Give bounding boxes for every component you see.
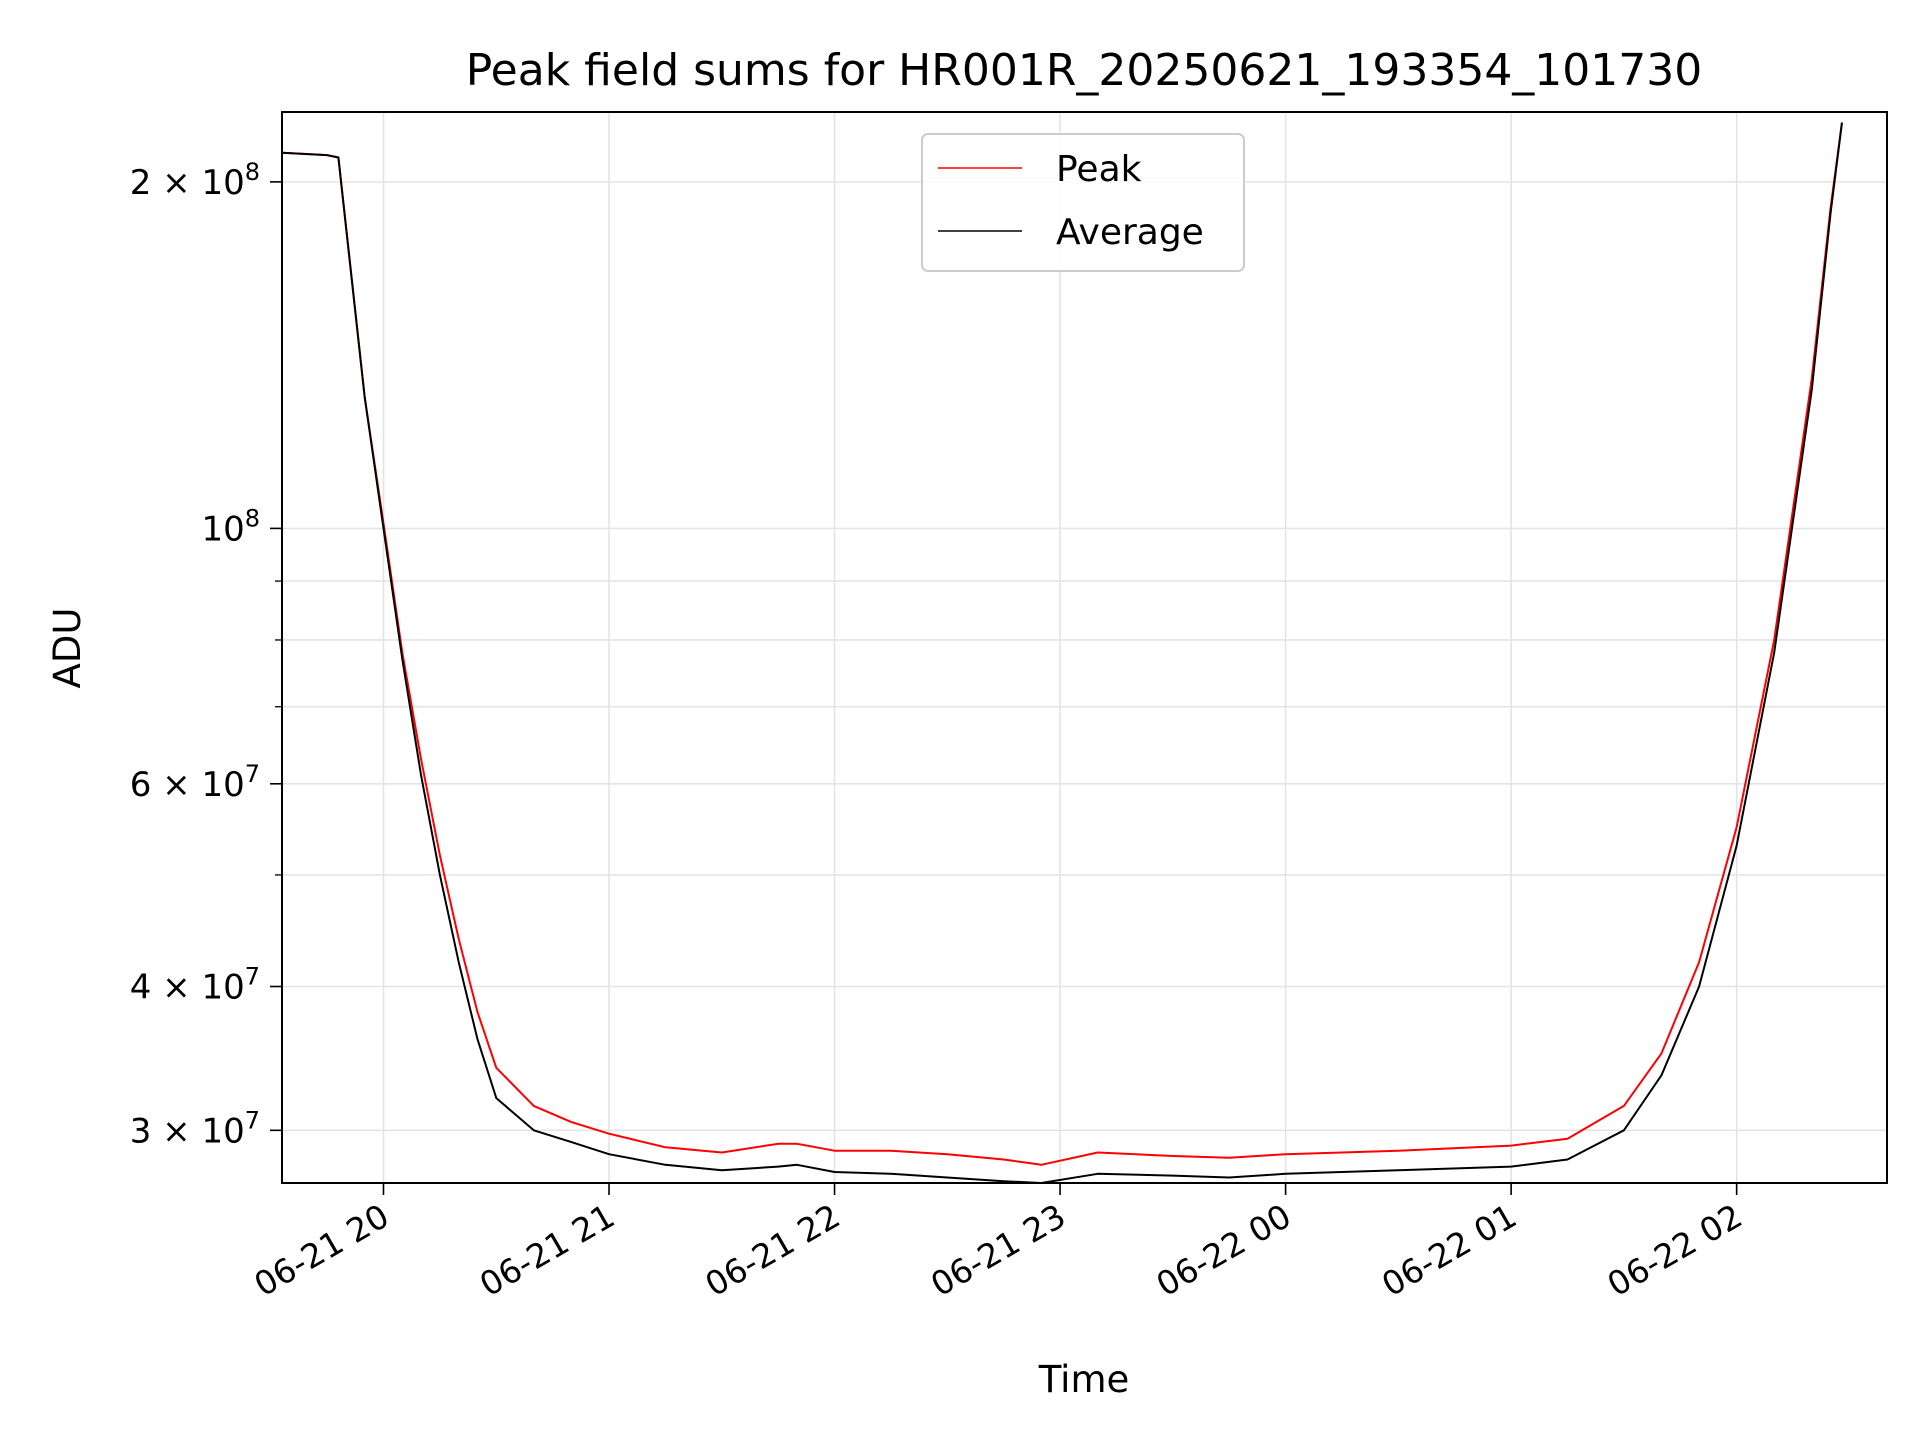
data-point-peak — [946, 1153, 949, 1156]
data-point-average — [1773, 651, 1776, 654]
data-point-peak — [1566, 1137, 1569, 1140]
data-point-peak — [720, 1151, 723, 1154]
data-point-peak — [1228, 1156, 1231, 1159]
data-point-average — [476, 1038, 479, 1040]
y-tick-label: 4 × 107 — [130, 963, 260, 1008]
data-point-peak — [1660, 1052, 1663, 1055]
data-point-peak — [1096, 1151, 1099, 1154]
data-point-peak — [457, 938, 460, 940]
data-point-average — [664, 1164, 667, 1166]
data-point-average — [457, 961, 460, 963]
data-point-peak — [495, 1066, 498, 1069]
data-point-peak — [777, 1143, 779, 1145]
plot-frame — [281, 111, 1888, 1184]
data-point-average — [1397, 1169, 1400, 1172]
data-point-average — [1566, 1158, 1569, 1161]
data-point-peak — [476, 1011, 479, 1013]
data-point-average — [1660, 1074, 1663, 1076]
data-point-average — [1623, 1129, 1625, 1132]
data-point-average — [720, 1169, 723, 1172]
data-point-peak — [1773, 639, 1776, 641]
series-layer — [282, 122, 1843, 1183]
data-point-peak — [608, 1132, 610, 1135]
data-point-average — [1096, 1173, 1099, 1175]
data-point-average — [1002, 1180, 1005, 1182]
y-tick-label: 3 × 107 — [130, 1106, 260, 1151]
data-point-peak — [570, 1121, 573, 1123]
y-tick-label: 6 × 107 — [130, 760, 260, 805]
data-point-average — [946, 1176, 949, 1179]
data-point-average — [1811, 388, 1813, 391]
data-point-peak — [533, 1105, 535, 1107]
y-axis-label: ADU — [46, 608, 89, 689]
x-axis-label: Time — [1038, 1358, 1130, 1401]
data-point-average — [495, 1097, 498, 1099]
data-point-average — [1829, 212, 1832, 214]
data-point-peak — [1735, 826, 1738, 829]
data-point-average — [439, 874, 441, 876]
data-point-peak — [1002, 1158, 1005, 1161]
series-line-peak — [282, 122, 1843, 1166]
data-point-peak — [420, 758, 422, 761]
data-point-average — [363, 396, 366, 399]
grid — [282, 112, 1887, 1183]
data-point-average — [337, 156, 340, 159]
data-point-average — [326, 154, 328, 156]
data-point-peak — [1698, 961, 1700, 963]
legend-label-peak: Peak — [1056, 149, 1142, 190]
data-point-peak — [1040, 1164, 1043, 1166]
data-point-average — [777, 1165, 779, 1168]
data-point-peak — [890, 1149, 892, 1152]
legend-label-average: Average — [1056, 212, 1204, 253]
data-point-peak — [1172, 1155, 1174, 1157]
data-point-average — [1284, 1173, 1287, 1175]
chart-title: Peak field sums for HR001R_20250621_1933… — [466, 45, 1703, 96]
data-point-average — [1735, 845, 1738, 847]
data-point-peak — [1397, 1149, 1400, 1152]
series-line-average — [282, 122, 1843, 1183]
legend: Peak Average — [921, 133, 1245, 272]
data-point-average — [796, 1164, 798, 1166]
data-point-average — [1510, 1165, 1512, 1168]
data-point-average — [382, 527, 385, 530]
data-point-peak — [796, 1143, 798, 1145]
data-point-average — [890, 1173, 892, 1175]
data-point-peak — [1623, 1105, 1625, 1107]
data-point-average — [1172, 1174, 1174, 1177]
data-point-peak — [1510, 1144, 1512, 1147]
data-point-average — [1228, 1176, 1231, 1179]
data-point-average — [420, 774, 422, 777]
data-point-average — [608, 1153, 610, 1156]
data-point-average — [533, 1129, 535, 1132]
data-point-average — [570, 1141, 573, 1143]
y-tick-label: 2 × 108 — [130, 158, 260, 203]
data-point-peak — [1284, 1153, 1287, 1156]
data-point-average — [833, 1171, 836, 1173]
data-point-peak — [833, 1149, 836, 1152]
data-point-peak — [439, 854, 441, 857]
data-point-average — [1698, 985, 1700, 988]
data-point-average — [401, 658, 404, 660]
data-point-peak — [664, 1146, 667, 1149]
data-point-average — [1841, 122, 1843, 124]
